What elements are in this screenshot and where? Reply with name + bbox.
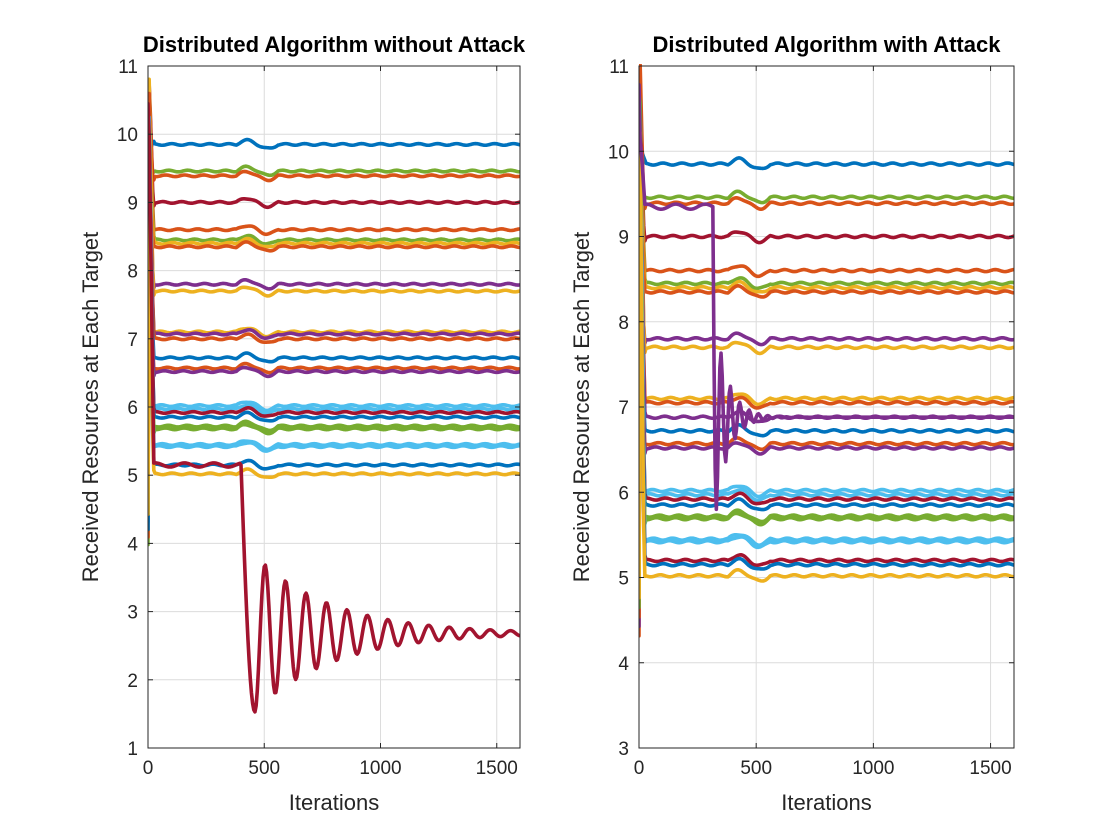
series-line-target-16 xyxy=(639,101,1014,456)
series-line-target-19 xyxy=(639,191,1014,506)
y-axis-label: Received Resources at Each Target xyxy=(78,232,103,583)
series-line-attacked-target xyxy=(639,82,1014,512)
series-line-target-26 xyxy=(148,170,520,517)
series-line-target-26 xyxy=(639,166,1014,571)
series-line-target-6 xyxy=(148,152,520,378)
y-tick-label: 7 xyxy=(618,398,629,419)
series-line-target-9 xyxy=(148,89,520,291)
series-line-target-8 xyxy=(148,115,520,539)
series-line-target-16 xyxy=(148,122,520,379)
series-line-target-21 xyxy=(148,109,520,433)
x-tick-label: 500 xyxy=(248,758,280,779)
right-plot-with-attack: 0 500 1000 1500 3 4 5 6 7 8 9 10 11 Distributed Algor… xyxy=(569,32,1015,815)
x-tick-label: 0 xyxy=(634,758,645,779)
series-line-target-1 xyxy=(639,129,1014,437)
chart-title: Distributed Algorithm with Attack xyxy=(653,32,1002,57)
series-line-target-20 xyxy=(639,168,1014,512)
series-line-target-6 xyxy=(639,145,1014,326)
series-line-target-14 xyxy=(639,168,1014,518)
series-line-target-14 xyxy=(148,121,520,532)
x-tick-label: 1000 xyxy=(359,758,401,779)
series-line-target-15 xyxy=(639,130,1014,619)
y-axis-label: Received Resources at Each Target xyxy=(569,232,594,583)
series-line-target-2 xyxy=(639,94,1014,537)
y-tick-label: 3 xyxy=(618,739,629,760)
series-line-target-17 xyxy=(639,114,1014,499)
series-line-target-4 xyxy=(639,119,1014,245)
y-tick-label: 11 xyxy=(118,57,138,78)
series-line-target-4 xyxy=(148,82,520,217)
y-tick-label: 9 xyxy=(127,193,138,214)
series-line-target-25 xyxy=(639,182,1014,568)
chart-title: Distributed Algorithm without Attack xyxy=(143,32,526,57)
series-line-target-3 xyxy=(148,86,520,183)
y-tick-label: 9 xyxy=(618,228,629,249)
series-line-target-18 xyxy=(639,189,1014,503)
series-line-target-20 xyxy=(148,122,520,524)
series-line-target-5 xyxy=(148,94,520,298)
series-line-target-5 xyxy=(639,134,1014,279)
series-line-target-19 xyxy=(148,140,520,444)
y-tick-label: 4 xyxy=(618,654,629,675)
series-line-target-17 xyxy=(148,127,520,413)
y-tick-label: 8 xyxy=(618,313,629,334)
series-line-target-10 xyxy=(639,111,1014,356)
y-tick-label: 7 xyxy=(127,330,138,351)
x-tick-label: 0 xyxy=(143,758,154,779)
series-line-target-1 xyxy=(148,137,520,466)
series-line-target-18 xyxy=(148,139,520,416)
series-line-target-8 xyxy=(639,98,1014,528)
series-line-target-7 xyxy=(639,133,1014,427)
x-axis-label: Iterations xyxy=(289,790,380,815)
x-tick-label: 1500 xyxy=(476,758,518,779)
x-tick-label: 1500 xyxy=(969,758,1011,779)
series-line-target-22 xyxy=(639,92,1014,527)
y-tick-label: 5 xyxy=(127,466,138,487)
series-line-target-2 xyxy=(148,112,520,547)
y-tick-label: 4 xyxy=(127,534,138,555)
series-line-target-15 xyxy=(148,91,520,375)
series-line-target-12 xyxy=(639,139,1014,410)
y-tick-label: 6 xyxy=(618,483,629,504)
series-line-target-9 xyxy=(639,128,1014,629)
series-line-target-24 xyxy=(148,126,520,453)
x-tick-label: 1000 xyxy=(852,758,894,779)
y-tick-label: 10 xyxy=(608,142,629,163)
series-group xyxy=(639,64,1014,638)
series-line-target-10 xyxy=(148,77,520,298)
x-tick-label: 500 xyxy=(740,758,772,779)
series-group xyxy=(148,77,520,714)
y-tick-label: 6 xyxy=(127,398,138,419)
series-line-target-7 xyxy=(148,142,520,459)
series-line-target-13 xyxy=(148,143,520,451)
series-line-target-27 xyxy=(639,131,1014,600)
series-line-target-12 xyxy=(148,147,520,371)
y-tick-label: 10 xyxy=(117,125,138,146)
series-line-target-22 xyxy=(148,117,520,436)
x-axis-label: Iterations xyxy=(781,790,872,815)
series-line-target-11 xyxy=(639,125,1014,407)
y-tick-label: 3 xyxy=(127,603,138,624)
y-tick-label: 11 xyxy=(609,57,629,78)
series-line-attacked-target xyxy=(148,102,520,714)
y-tick-label: 8 xyxy=(127,262,138,283)
series-line-target-24 xyxy=(639,173,1014,550)
y-tick-label: 2 xyxy=(127,671,138,692)
y-tick-label: 5 xyxy=(618,569,629,590)
y-tick-label: 1 xyxy=(127,739,138,760)
